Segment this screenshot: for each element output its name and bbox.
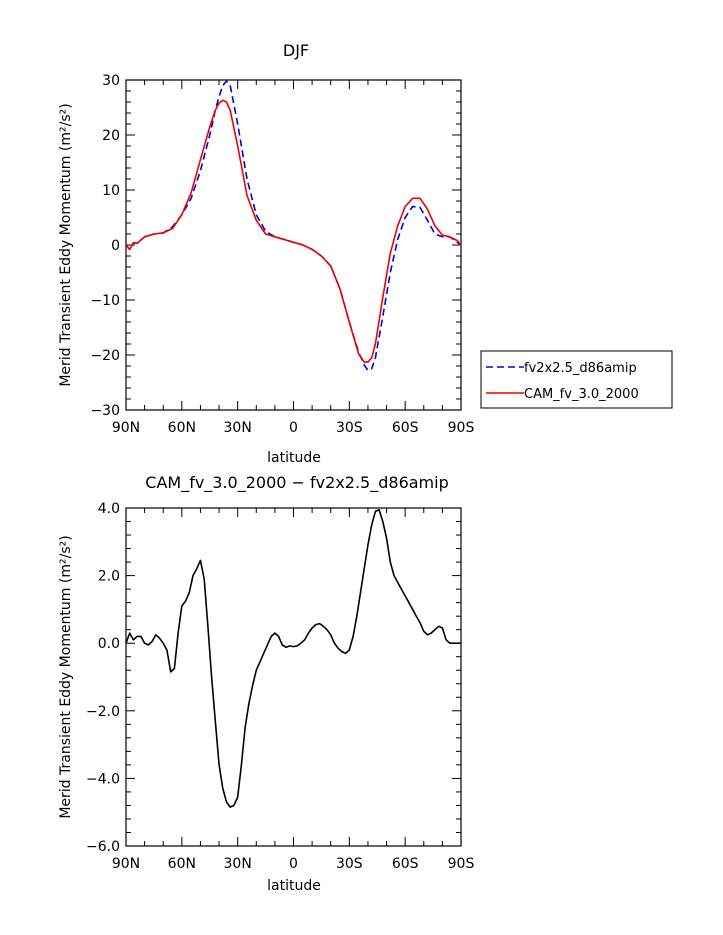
legend-label-series-2: CAM_fv_3.0_2000 bbox=[524, 387, 639, 402]
x-tick-label: 30N bbox=[224, 420, 252, 436]
x-tick-label: 30N bbox=[224, 856, 252, 872]
x-tick-label: 60S bbox=[392, 856, 419, 872]
legend-box bbox=[480, 350, 673, 409]
x-tick-label: 90S bbox=[448, 420, 475, 436]
y-tick-label: 30 bbox=[102, 73, 120, 89]
y-tick-label: −30 bbox=[90, 403, 120, 419]
y-tick-label: −20 bbox=[90, 348, 120, 364]
y-tick-label: −2.0 bbox=[86, 704, 120, 720]
x-axis-label-bottom: latitude bbox=[267, 878, 321, 894]
series-line-1 bbox=[125, 508, 461, 808]
y-tick-label: 0.0 bbox=[98, 636, 120, 652]
series-group-bottom bbox=[125, 508, 461, 808]
top-panel: DJF 90N 60N 30N 0 30S 60S 90S−30−20−100102030 … bbox=[58, 41, 673, 466]
y-axis-label-top: Merid Transient Eddy Momentum (m²/s²) bbox=[58, 103, 74, 386]
x-axis-label-top: latitude bbox=[267, 450, 321, 466]
plot-frame-bottom bbox=[125, 507, 462, 847]
chart-title-top: DJF bbox=[283, 41, 309, 60]
x-tick-label: 0 bbox=[289, 856, 298, 872]
series-line-2 bbox=[125, 99, 462, 363]
x-tick-label: 60N bbox=[168, 856, 196, 872]
x-tick-label: 60S bbox=[392, 420, 419, 436]
series-group-top bbox=[125, 80, 462, 372]
y-tick-label: −10 bbox=[90, 293, 120, 309]
y-tick-label: 4.0 bbox=[98, 501, 120, 517]
bottom-panel: CAM_fv_3.0_2000 − fv2x2.5_d86amip 90N 60N… bbox=[58, 473, 474, 894]
x-tick-label: 90S bbox=[448, 856, 475, 872]
x-tick-label: 60N bbox=[168, 420, 196, 436]
axis-ticks-top: 90N 60N 30N 0 30S 60S 90S −30 −20 −10 0 10 20 30 bbox=[90, 73, 474, 436]
x-tick-label: 30S bbox=[336, 856, 363, 872]
x-tick-label: 0 bbox=[289, 420, 298, 436]
x-tick-label: 90N bbox=[112, 856, 140, 872]
x-tick-label: 30S bbox=[336, 420, 363, 436]
legend-label-series-1: fv2x2.5_d86amip bbox=[524, 361, 637, 376]
y-tick-label: 20 bbox=[102, 128, 120, 144]
axis-ticks-bottom: 90N 60N 30N 0 30S 60S 90S −6.0 −4.0 −2.0 0.0 2.0 4.0 bbox=[86, 501, 474, 872]
y-tick-label: 10 bbox=[102, 183, 120, 199]
y-tick-label: −6.0 bbox=[86, 839, 120, 855]
y-tick-label: −4.0 bbox=[86, 771, 120, 787]
series-line-1 bbox=[125, 80, 462, 372]
y-axis-label-bottom: Merid Transient Eddy Momentum (m²/s²) bbox=[58, 535, 74, 818]
x-tick-label: 90N bbox=[112, 420, 140, 436]
y-tick-label: 0 bbox=[111, 238, 120, 254]
plot-frame-top bbox=[125, 79, 462, 411]
legend: fv2x2.5_d86amip CAM_fv_3.0_2000 bbox=[480, 350, 673, 409]
chart-title-bottom: CAM_fv_3.0_2000 − fv2x2.5_d86amip bbox=[145, 473, 448, 493]
y-tick-label: 2.0 bbox=[98, 569, 120, 585]
